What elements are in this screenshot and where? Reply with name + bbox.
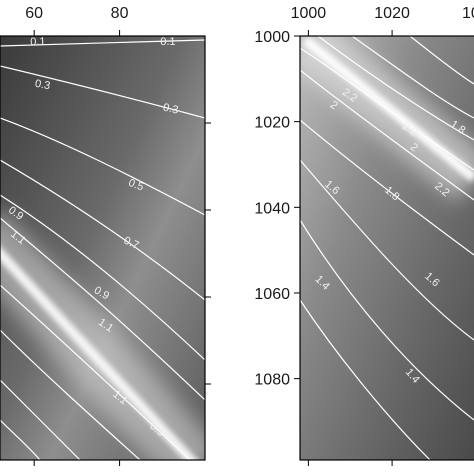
left-contour-line (0, 39, 205, 47)
right-panel: 2.222.221.82.21.61.81.61.41.4 1000102010… (254, 5, 474, 466)
right-contour-line (351, 36, 474, 119)
right-y-tick-label: 1060 (254, 286, 290, 303)
left-contour-line (0, 159, 205, 301)
left-contour-label: 0.3 (34, 78, 51, 92)
right-ridge-core (301, 36, 474, 182)
right-contour-line (300, 159, 474, 341)
left-contour-line (0, 419, 41, 460)
right-axis: 1000 1020 10 1000 1020 1040 1060 1080 (254, 5, 474, 466)
right-plot-frame (299, 35, 474, 461)
right-x-tick-label: 1000 (291, 5, 327, 22)
right-contour-line (300, 119, 474, 256)
right-contour-label: 2 (328, 99, 340, 112)
left-contour-lines (0, 39, 205, 460)
right-y-tick-label: 1020 (254, 115, 290, 132)
left-contour-line (0, 217, 205, 401)
left-contour-line (0, 117, 205, 216)
left-x-tick-label: 60 (25, 5, 43, 22)
right-y-tick-label: 1000 (254, 29, 290, 46)
left-contour-label: 0.1 (160, 36, 176, 48)
left-axis: 60 80 (25, 5, 211, 466)
left-contour-label: 0.3 (162, 102, 179, 117)
right-y-tick-label: 1040 (254, 200, 290, 217)
left-ridge-core (0, 246, 198, 460)
right-contour-line (300, 69, 474, 201)
right-contour-line (409, 36, 474, 85)
left-x-tick-label: 80 (111, 5, 129, 22)
left-contour-line (0, 65, 205, 119)
right-x-tick-label: 1020 (374, 5, 410, 22)
right-x-tick-label-partial: 10 (462, 5, 474, 22)
left-contour-line (0, 329, 141, 460)
right-contour-line (300, 219, 474, 421)
left-contour-label: 0.1 (30, 36, 46, 49)
right-contour-lines (300, 36, 474, 460)
left-contour-line (0, 194, 205, 361)
right-y-tick-label: 1080 (254, 372, 290, 389)
left-plot-frame (0, 35, 206, 461)
left-contour-label: 0.5 (127, 177, 145, 194)
left-contour-line (0, 284, 191, 460)
left-contour-label: 0.7 (122, 235, 141, 252)
left-panel: 0.1 0.10.30.30.50.70.90.91.11.11.10.9 60 8… (0, 5, 211, 466)
right-contour-line (300, 299, 431, 460)
right-contour-line (300, 47, 474, 171)
right-contour-line (317, 36, 474, 141)
left-contour-line (0, 379, 81, 460)
